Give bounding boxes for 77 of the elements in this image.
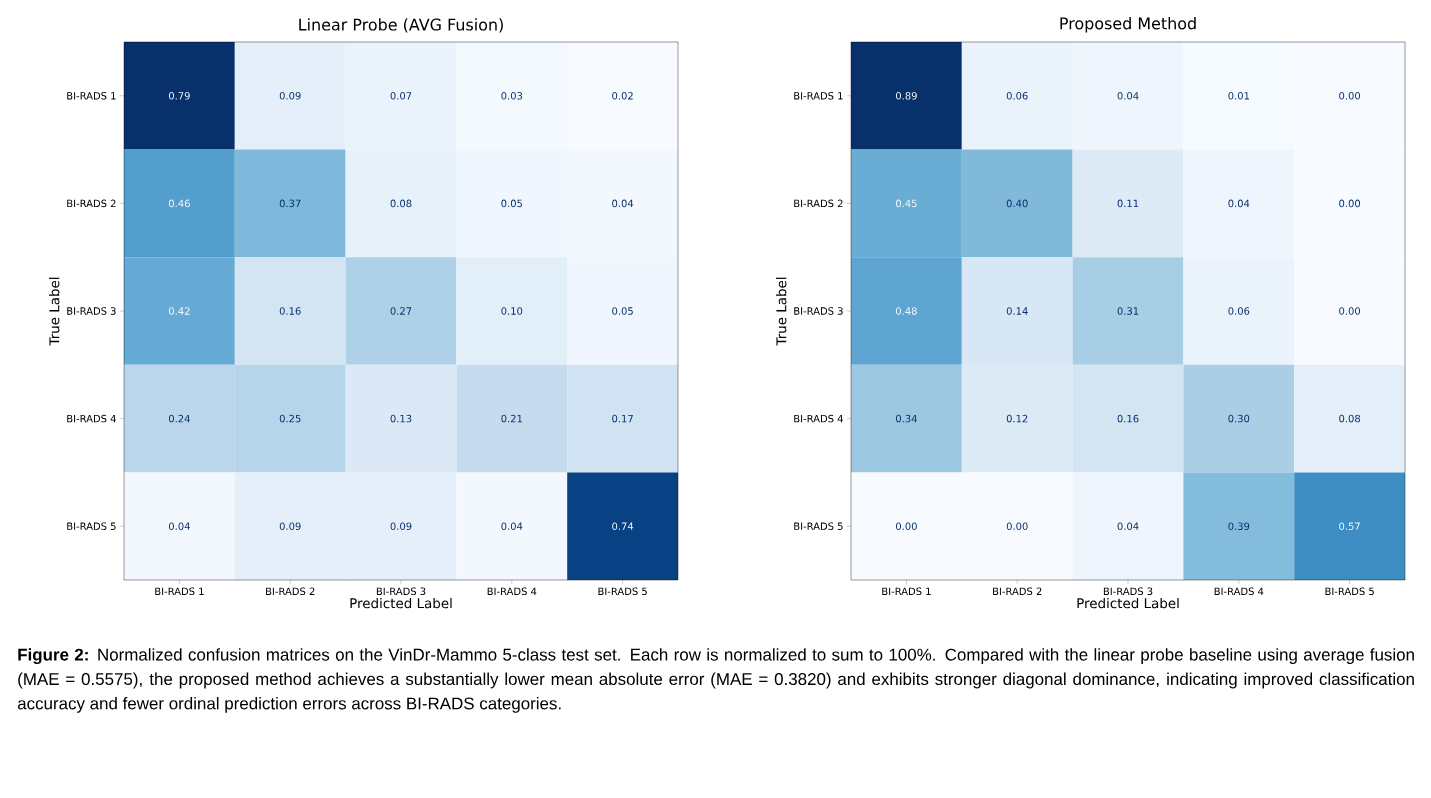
y-tick-label: BI-RADS 4 bbox=[67, 414, 116, 423]
data-label: 0.34 bbox=[895, 414, 917, 423]
y-axis-title: True Label bbox=[49, 277, 60, 346]
data-label: 0.04 bbox=[501, 522, 523, 530]
y-tick-label: BI-RADS 1 bbox=[67, 92, 116, 100]
chart-title: Proposed Method bbox=[1060, 17, 1196, 33]
data-label: 0.79 bbox=[168, 92, 190, 100]
data-label: 0.00 bbox=[1006, 522, 1028, 530]
x-tick-label: BI-RADS 2 bbox=[266, 587, 315, 596]
y-tick-label: BI-RADS 2 bbox=[67, 199, 116, 208]
data-label: 0.48 bbox=[895, 307, 917, 315]
data-label: 0.05 bbox=[612, 307, 633, 315]
data-label: 0.45 bbox=[895, 199, 917, 208]
y-tick-label: BI-RADS 5 bbox=[67, 522, 116, 530]
data-label: 0.11 bbox=[1117, 199, 1139, 208]
data-label: 0.27 bbox=[390, 307, 412, 315]
x-axis-title: Predicted Label bbox=[1077, 597, 1179, 609]
y-tick-label: BI-RADS 3 bbox=[67, 307, 116, 315]
y-tick-label: BI-RADS 1 bbox=[794, 92, 843, 100]
data-label: 0.46 bbox=[168, 199, 190, 208]
data-label: 0.04 bbox=[1228, 199, 1250, 208]
y-tick-label: BI-RADS 5 bbox=[794, 522, 843, 530]
data-label: 0.74 bbox=[612, 522, 634, 530]
data-label: 0.04 bbox=[1117, 522, 1139, 530]
data-label: 0.09 bbox=[279, 92, 301, 100]
data-label: 0.05 bbox=[501, 199, 523, 208]
data-label: 0.24 bbox=[168, 414, 190, 423]
x-tick-label: BI-RADS 3 bbox=[376, 587, 426, 596]
data-label: 0.03 bbox=[501, 92, 523, 100]
data-label: 0.07 bbox=[390, 92, 412, 100]
data-label: 0.06 bbox=[1228, 307, 1250, 315]
data-label: 0.02 bbox=[612, 92, 633, 100]
data-label: 0.06 bbox=[1006, 92, 1028, 100]
y-tick-label: BI-RADS 2 bbox=[794, 199, 843, 208]
data-label: 0.00 bbox=[1339, 199, 1361, 208]
x-tick-label: BI-RADS 3 bbox=[1103, 587, 1153, 596]
y-axis-title: True Label bbox=[776, 277, 787, 346]
data-label: 0.39 bbox=[1228, 522, 1250, 530]
x-tick-label: BI-RADS 4 bbox=[1214, 587, 1264, 596]
data-label: 0.13 bbox=[390, 414, 412, 423]
x-tick-label: BI-RADS 2 bbox=[993, 587, 1042, 596]
data-label: 0.25 bbox=[279, 414, 301, 423]
data-label: 0.04 bbox=[168, 522, 190, 530]
data-label: 0.09 bbox=[279, 522, 301, 530]
data-label: 0.17 bbox=[612, 414, 633, 423]
data-label: 0.01 bbox=[1228, 92, 1249, 100]
data-label: 0.57 bbox=[1339, 522, 1360, 530]
data-label: 0.14 bbox=[1006, 307, 1028, 315]
data-label: 0.40 bbox=[1006, 199, 1028, 208]
x-tick-label: BI-RADS 5 bbox=[598, 587, 647, 596]
data-label: 0.00 bbox=[1339, 92, 1361, 100]
x-axis-title: Predicted Label bbox=[350, 597, 452, 609]
text: Figure 2: Normalized confusion matrices on the VinDr-Mammo 5-class test set. Each row is normalized to sum to 100%. Compared with the linear probe baseline using average fusion (MAE = 0.5575), the proposed method achieves a substantially lower mean absolute error (MAE = 0.3820) and exhibits stronger diagonal dominance, indicating improved classification accuracy and fewer ordinal prediction errors across BI-RADS categories. bbox=[17, 648, 1414, 713]
chart-title: Linear Probe (AVG Fusion) bbox=[299, 18, 503, 33]
x-tick-label: BI-RADS 5 bbox=[1325, 587, 1374, 596]
data-label: 0.10 bbox=[501, 307, 523, 315]
x-tick-label: BI-RADS 1 bbox=[882, 587, 931, 596]
data-label: 0.37 bbox=[279, 199, 301, 208]
data-label: 0.00 bbox=[1339, 307, 1361, 315]
data-label: 0.08 bbox=[1339, 414, 1361, 423]
data-label: 0.89 bbox=[895, 92, 917, 100]
y-tick-label: BI-RADS 3 bbox=[794, 307, 843, 315]
x-tick-label: BI-RADS 1 bbox=[155, 587, 204, 596]
data-label: 0.16 bbox=[1117, 414, 1139, 423]
data-label: 0.31 bbox=[1117, 307, 1139, 315]
data-label: 0.16 bbox=[279, 307, 301, 315]
data-label: 0.12 bbox=[1006, 414, 1028, 423]
data-label: 0.08 bbox=[390, 199, 412, 208]
data-label: 0.21 bbox=[501, 414, 522, 423]
data-label: 0.00 bbox=[895, 522, 917, 530]
y-tick-label: BI-RADS 4 bbox=[794, 414, 843, 423]
data-label: 0.04 bbox=[612, 199, 634, 208]
x-tick-label: BI-RADS 4 bbox=[487, 587, 537, 596]
data-label: 0.42 bbox=[168, 307, 190, 315]
data-label: 0.30 bbox=[1228, 414, 1250, 423]
data-label: 0.09 bbox=[390, 522, 412, 530]
data-label: 0.04 bbox=[1117, 92, 1139, 100]
